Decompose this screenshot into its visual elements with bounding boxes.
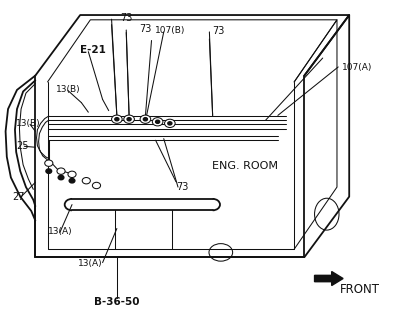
Circle shape <box>168 122 172 125</box>
Text: 107(A): 107(A) <box>342 63 373 72</box>
Circle shape <box>152 118 163 126</box>
Text: 73: 73 <box>139 24 152 34</box>
Circle shape <box>58 175 64 180</box>
Circle shape <box>82 178 90 184</box>
Text: 107(B): 107(B) <box>155 27 185 36</box>
Ellipse shape <box>209 244 233 261</box>
Circle shape <box>140 115 151 123</box>
Circle shape <box>155 120 160 123</box>
Circle shape <box>69 179 75 183</box>
Text: ENG. ROOM: ENG. ROOM <box>212 161 278 172</box>
Circle shape <box>164 119 175 127</box>
Circle shape <box>124 115 135 123</box>
Circle shape <box>112 115 122 123</box>
Text: 13(B): 13(B) <box>56 85 80 94</box>
Text: B-36-50: B-36-50 <box>94 297 139 307</box>
Circle shape <box>68 171 76 178</box>
Circle shape <box>45 160 53 166</box>
Text: E-21: E-21 <box>80 45 106 55</box>
Circle shape <box>57 168 65 174</box>
Text: 13(A): 13(A) <box>47 227 72 236</box>
Text: 27: 27 <box>12 192 25 202</box>
Circle shape <box>127 118 131 121</box>
Circle shape <box>144 118 147 121</box>
Text: 25: 25 <box>16 141 29 151</box>
Circle shape <box>115 118 119 121</box>
Circle shape <box>92 182 101 189</box>
Ellipse shape <box>315 198 339 230</box>
Text: 73: 73 <box>213 26 225 36</box>
Text: 13(A): 13(A) <box>78 259 103 268</box>
Polygon shape <box>315 271 343 285</box>
Text: 13(B): 13(B) <box>16 119 41 128</box>
Text: FRONT: FRONT <box>339 283 380 296</box>
Text: 73: 73 <box>120 13 133 23</box>
Text: 73: 73 <box>176 182 188 192</box>
Circle shape <box>46 169 52 173</box>
